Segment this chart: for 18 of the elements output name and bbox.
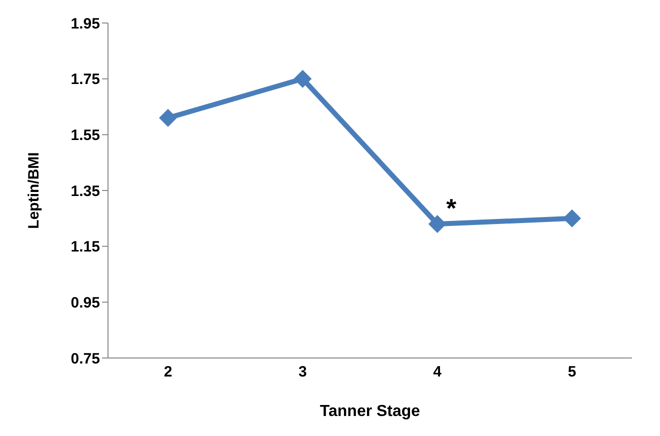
point — [159, 108, 177, 127]
y-axis-title: Leptin/BMI — [25, 152, 42, 229]
annotation: * — [446, 193, 458, 223]
y-tick-label: 1.75 — [70, 71, 100, 88]
x-tick-label: 4 — [433, 364, 442, 381]
point — [428, 215, 446, 233]
y-tick-label: 1.95 — [70, 15, 100, 32]
x-axis-title: Tanner Stage — [320, 403, 420, 420]
x-tick-label: 2 — [164, 364, 172, 381]
x-tick-label: 5 — [568, 364, 576, 381]
point — [563, 209, 581, 228]
x-tick-label: 3 — [298, 364, 307, 381]
point — [294, 70, 312, 88]
y-tick-label: 0.75 — [70, 350, 100, 368]
y-tick-label: 1.35 — [70, 182, 100, 200]
y-tick-label: 0.95 — [70, 294, 100, 312]
y-tick-label: 1.15 — [70, 238, 100, 256]
y-tick-label: 1.55 — [70, 126, 100, 144]
